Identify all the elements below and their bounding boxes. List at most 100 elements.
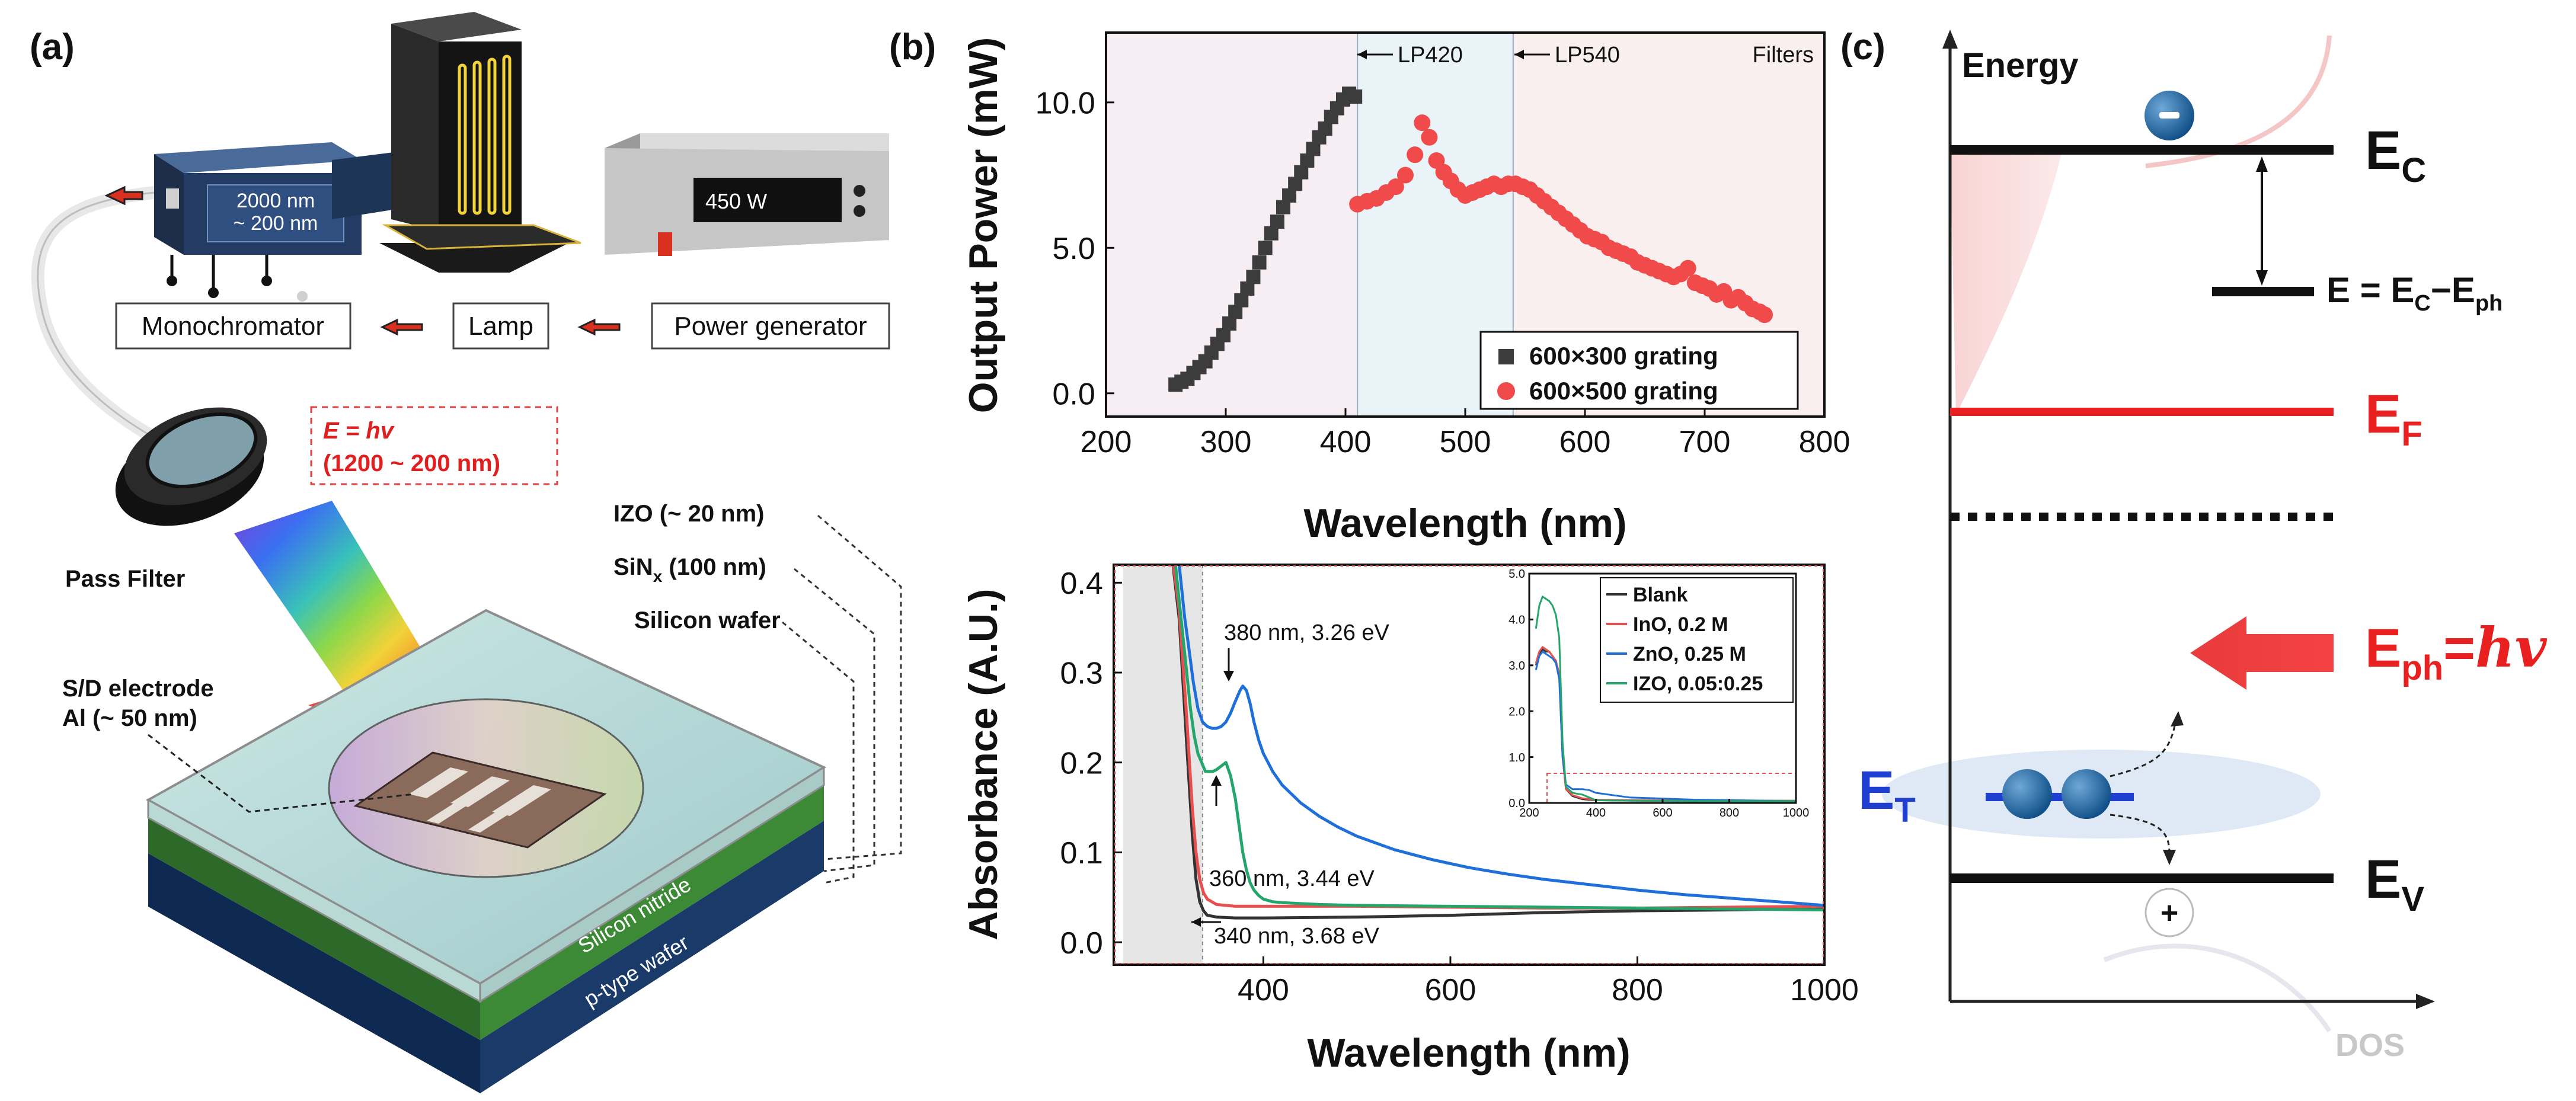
b1-ytick-label: 5.0	[1053, 232, 1095, 266]
conduction-dos-fill	[1950, 148, 2063, 415]
b2-ylabel: Absorbance (A.U.)	[961, 588, 1006, 940]
annotation-380: 380 nm, 3.26 eV	[1223, 620, 1390, 681]
trapped-electron-icon	[2002, 769, 2052, 819]
b1-xtick-label: 700	[1679, 425, 1731, 459]
b1-series-1-point	[1414, 114, 1431, 132]
energy-formula: E = hv	[323, 418, 395, 444]
arrow-left-icon	[577, 318, 621, 336]
b1-series-1-point	[1397, 167, 1414, 184]
lp420-marker: LP420	[1357, 43, 1463, 68]
inset-legend: Blank InO, 0.2 M ZnO, 0.25 M IZO, 0.05:0…	[1600, 577, 1794, 703]
wafer-pointer	[782, 621, 855, 884]
power-generator-label: Power generator	[674, 312, 867, 341]
optical-fiber-edge	[37, 191, 178, 452]
legend-series-2: 600×500 grating	[1529, 377, 1718, 405]
mono-display-line2: ~ 200 nm	[234, 212, 318, 235]
b1-series-1-point	[1407, 146, 1424, 164]
inset-series-2-line	[1535, 651, 1796, 802]
b1-series-0-point	[1252, 255, 1267, 270]
inset-ytick-label: 0.0	[1508, 797, 1525, 810]
electrode-pointer	[148, 734, 416, 813]
b1-xtick-label: 500	[1440, 425, 1491, 459]
lamp-label: Lamp	[468, 312, 533, 341]
panel-c-label: (c)	[1840, 27, 1885, 68]
b1-legend: 600×300 grating 600×500 grating	[1479, 331, 1799, 410]
electrode-label-line2: Al (~ 50 nm)	[62, 705, 197, 731]
hole-icon: +	[2144, 888, 2194, 937]
lamp-device	[379, 12, 581, 273]
inset-xtick-label: 800	[1720, 806, 1739, 820]
inset-legend-zno: ZnO, 0.25 M	[1633, 643, 1746, 665]
panel-b-label: (b)	[889, 27, 936, 68]
energy-formula-box: E = hv (1200 ~ 200 nm)	[310, 406, 558, 485]
ec-label: EC	[2365, 120, 2426, 190]
inset-ytick-label: 3.0	[1508, 660, 1525, 673]
inset-ytick-label: 4.0	[1508, 614, 1525, 627]
energy-gap-arrow-down-icon	[2256, 270, 2268, 286]
sinx-pointer	[794, 568, 875, 872]
relaxation-arrow-icon	[2163, 850, 2176, 865]
dos-axis-arrow-icon	[2416, 994, 2435, 1009]
panel-a-label: (a)	[30, 27, 75, 68]
b2-xtick-label: 800	[1612, 973, 1663, 1007]
electrode-label-line1: S/D electrode	[62, 676, 214, 702]
excitation-path-up	[2110, 722, 2177, 777]
b1-series-0-point	[1246, 270, 1261, 284]
panel-b: (b) 200 300 400 500 600 700 800 0.0 5.0 10.0 Wav…	[889, 27, 1859, 1076]
b1-xtick-label: 600	[1559, 425, 1611, 459]
inset-legend-blank: Blank	[1633, 584, 1688, 606]
monochromator-label: Monochromator	[142, 312, 324, 341]
b2-xtick-label: 1000	[1790, 973, 1859, 1007]
excitation-arrow-icon	[2171, 711, 2184, 726]
b2-xlabel: Wavelength (nm)	[1307, 1030, 1630, 1076]
monochromator-device: 2000 nm ~ 200 nm	[154, 142, 362, 302]
electron-icon	[2144, 91, 2194, 140]
lp540-marker: LP540	[1514, 43, 1620, 68]
inset-ytick-label: 2.0	[1508, 705, 1525, 718]
valence-dos-curve	[2103, 943, 2332, 1033]
panel-a: (a) 2000 nm ~ 200 nm	[30, 12, 902, 1093]
energy-axis-label: Energy	[1962, 46, 2079, 85]
b1-series-0-point	[1348, 89, 1363, 104]
b1-xtick-label: 200	[1081, 425, 1132, 459]
inset-xtick-label: 200	[1519, 806, 1539, 820]
izo-label: IZO (~ 20 nm)	[613, 501, 765, 527]
b1-xlabel: Wavelength (nm)	[1303, 501, 1626, 546]
wafer-label: Silicon wafer	[634, 607, 781, 633]
lp540-label: LP540	[1555, 43, 1620, 68]
arrow-left-icon	[380, 318, 423, 336]
absorbance-inset: 200 400 600 800 1000 0.0 1.0 2.0 3.0 4.0 5.0 Blan…	[1508, 568, 1809, 820]
b1-series-0-point	[1270, 215, 1284, 229]
b2-series-2-line	[1177, 565, 1824, 907]
svg-text:EC: EC	[2365, 120, 2426, 190]
conduction-dos-curve	[2145, 35, 2332, 168]
b2-xtick-label: 400	[1238, 973, 1289, 1007]
component-labels-row: Monochromator Lamp Power generator	[115, 302, 890, 350]
output-power-chart: 200 300 400 500 600 700 800 0.0 5.0 10.0 Wavelen…	[961, 31, 1850, 546]
annotation-340: 340 nm, 3.68 eV	[1191, 917, 1380, 949]
absorbance-chart: 400 600 800 1000 0.0 0.1 0.2 0.3 0.4 Wavelength…	[961, 564, 1859, 1076]
dos-axis-label: DOS	[2335, 1028, 2405, 1063]
inset-legend-izo: IZO, 0.05:0.25	[1633, 673, 1763, 695]
annotation-340-text: 340 nm, 3.68 eV	[1214, 924, 1380, 949]
b2-ytick-label: 0.1	[1060, 836, 1103, 870]
svg-text:SiNx (100 nm): SiNx (100 nm)	[613, 554, 766, 585]
panel-c: (c) Energy DOS EC E = EC−Eph	[1840, 27, 2548, 1063]
b2-ytick-label: 0.3	[1060, 657, 1103, 691]
sinx-label: SiNx (100 nm)	[613, 554, 766, 585]
inset-xtick-label: 600	[1653, 806, 1672, 820]
annotation-360-text: 360 nm, 3.44 eV	[1209, 866, 1375, 891]
device-stack: Silicon nitride p-type wafer	[145, 609, 827, 1093]
power-generator-device: 450 W	[605, 133, 889, 256]
pass-filter-label: Pass Filter	[65, 566, 185, 592]
pass-filter-lens	[115, 407, 267, 526]
svg-text:Eph=hv: Eph=hv	[2365, 616, 2548, 687]
eph-label: Eph=hv	[2365, 616, 2548, 687]
b2-ytick-label: 0.0	[1060, 926, 1103, 961]
inset-xtick-label: 400	[1586, 806, 1606, 820]
legend-circle-marker	[1497, 382, 1515, 400]
energy-axis-arrow-icon	[1942, 30, 1958, 49]
b1-series-1-point	[1756, 306, 1773, 324]
b1-ylabel: Output Power (mW)	[961, 37, 1006, 414]
